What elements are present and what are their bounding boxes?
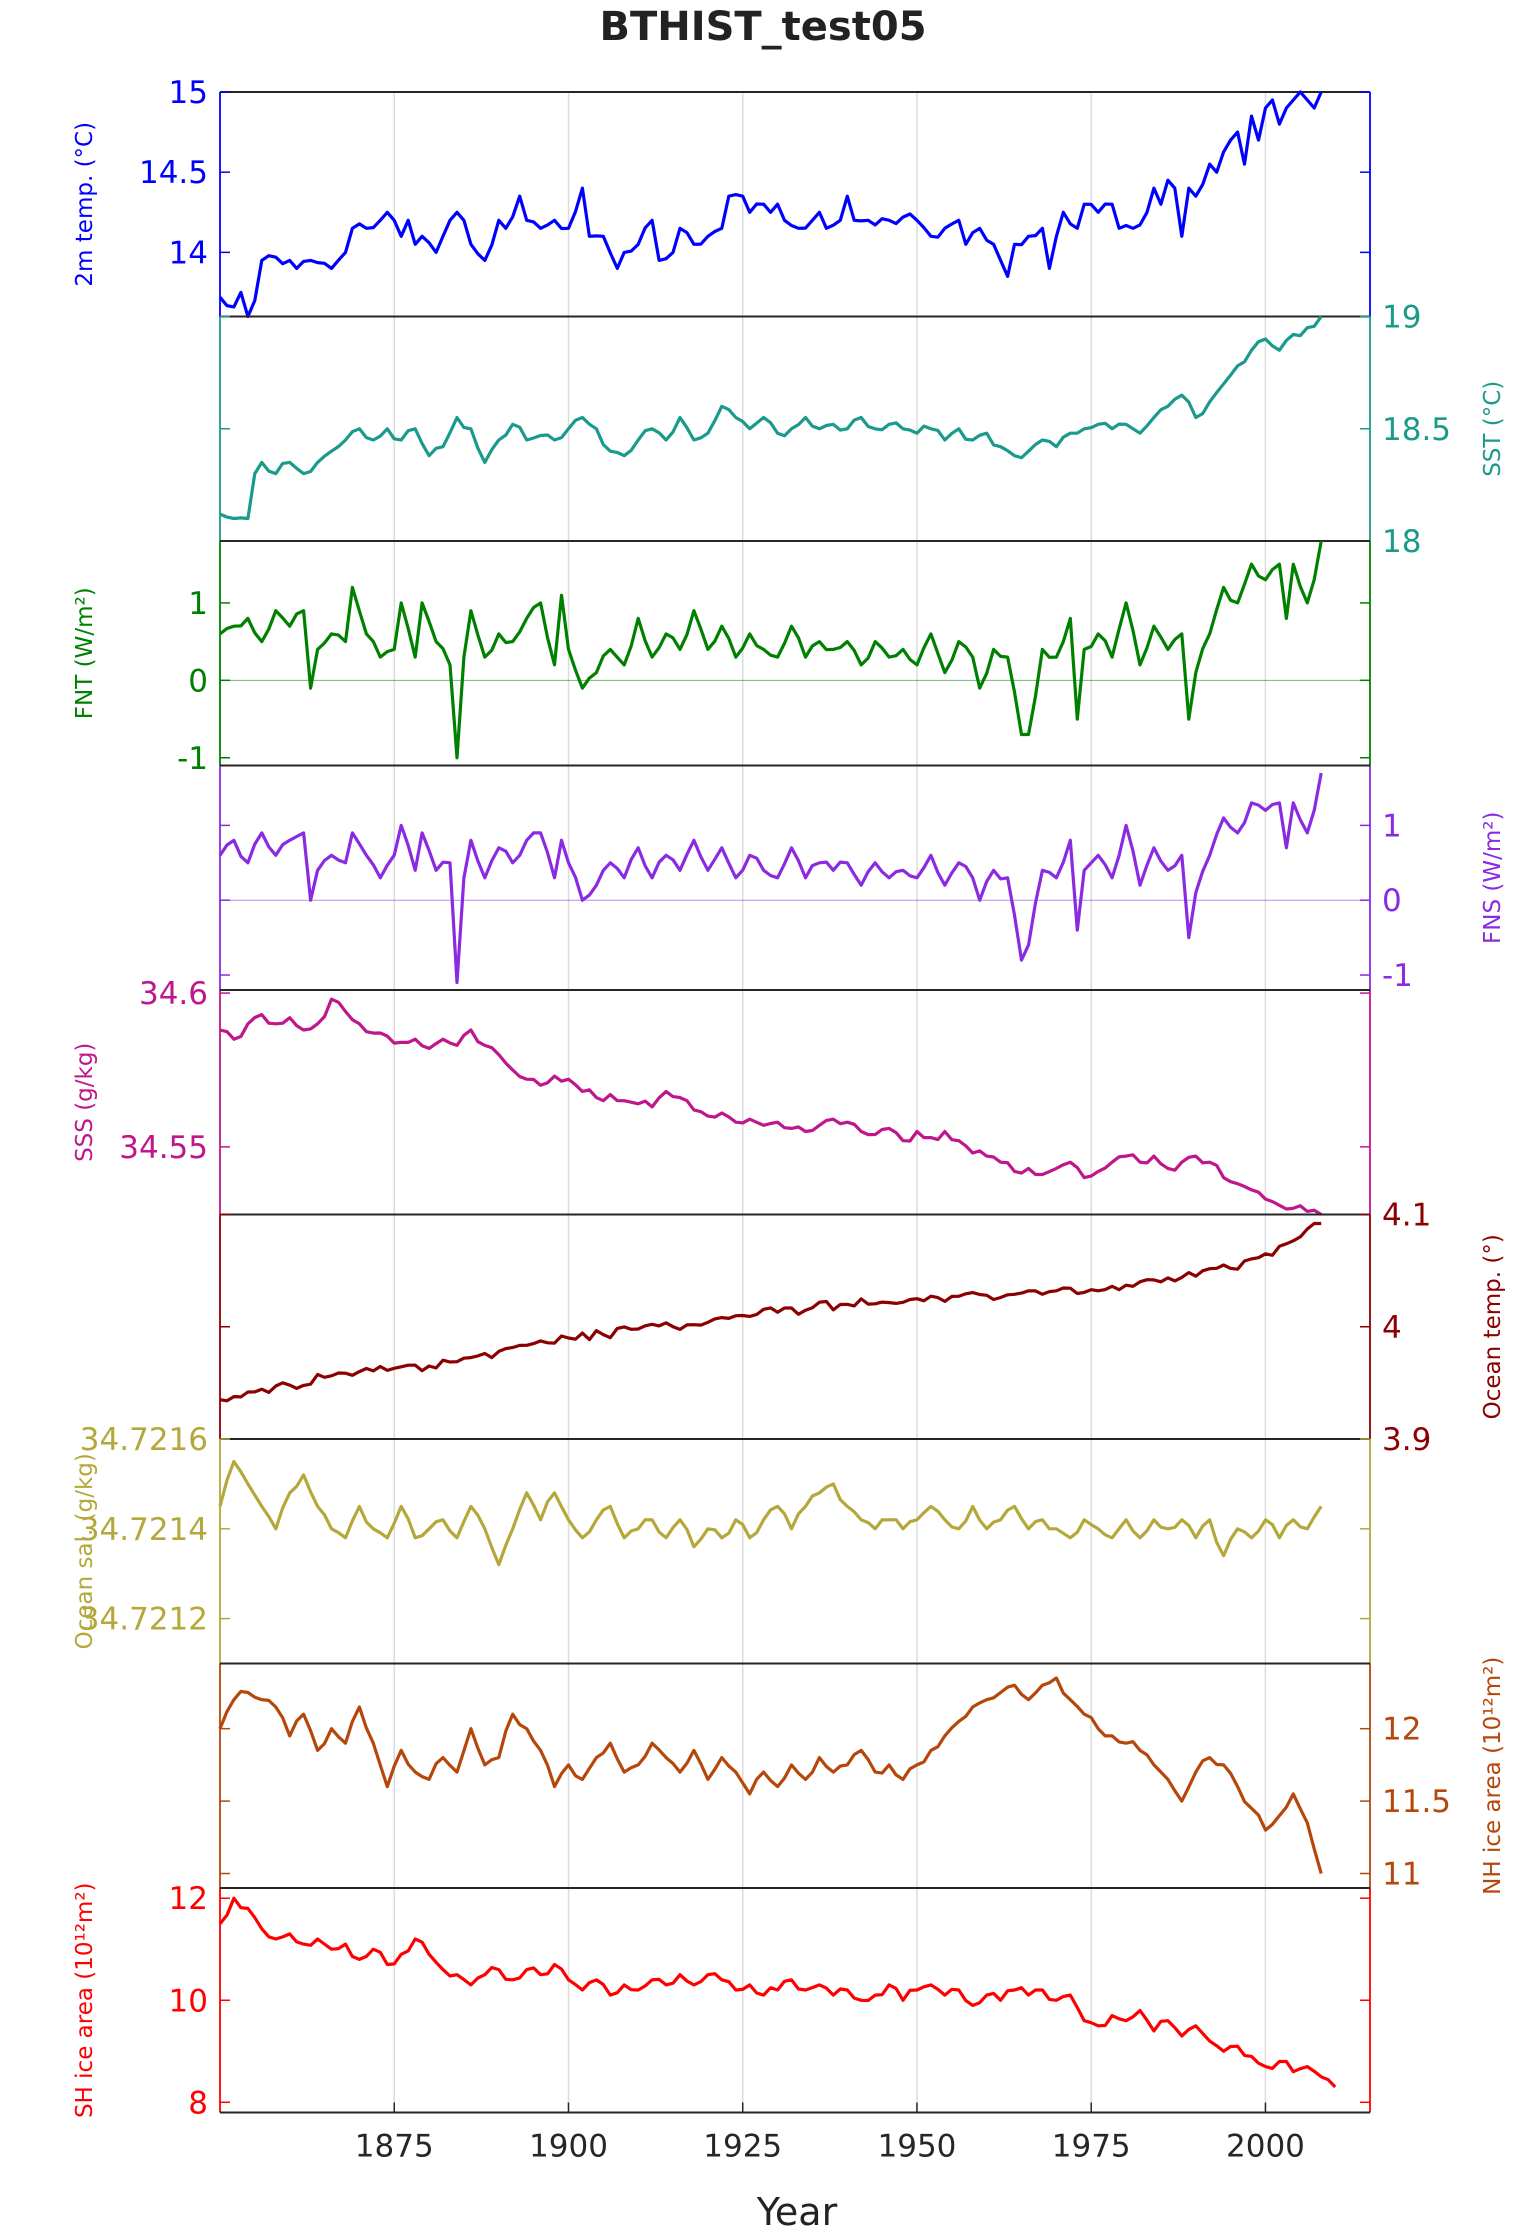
y-tick-label: 18: [1382, 524, 1421, 560]
y-tick-label: 14.5: [139, 155, 208, 191]
y-tick-label: 11.5: [1382, 1784, 1451, 1820]
y-tick-label: 34.6: [139, 976, 208, 1012]
x-tick-label: 1875: [355, 2129, 434, 2165]
y-axis-label: SSS (g/kg): [72, 1043, 98, 1162]
x-axis-label: Year: [756, 2190, 838, 2231]
y-tick-label: 14: [169, 235, 208, 271]
panel-sss: 34.55 34.6 SSS (g/kg): [72, 976, 1371, 1216]
y-axis-label: SH ice area (10¹²m²): [72, 1882, 98, 2118]
y-tick-label: 34.7212: [80, 1602, 208, 1638]
x-tick-label: 1925: [703, 2129, 782, 2165]
y-tick-label: 12: [1382, 1712, 1421, 1748]
y-tick-label: 0: [188, 663, 208, 699]
y-tick-label: -1: [1382, 958, 1413, 994]
y-tick-label: 18.5: [1382, 412, 1451, 448]
y-tick-label: 1: [188, 586, 208, 622]
y-tick-label: 34.55: [119, 1130, 208, 1166]
series-line: [218, 1676, 1323, 1874]
x-tick-label: 1975: [1052, 2129, 1131, 2165]
y-tick-label: 1: [1382, 808, 1402, 844]
y-axis-label: Ocean temp. (°): [1480, 1234, 1506, 1419]
y-axis-label: SST (°C): [1480, 381, 1506, 477]
series-line: [218, 1896, 1337, 2089]
series-line: [219, 315, 1323, 521]
series-line: [219, 997, 1323, 1216]
y-axis-label: Ocean sal. (g/kg): [72, 1453, 98, 1649]
series-line: [218, 1459, 1323, 1567]
series-line: [218, 772, 1323, 985]
series-line: [219, 540, 1323, 760]
y-tick-label: 19: [1382, 300, 1421, 336]
y-tick-label: 0: [1382, 883, 1402, 919]
y-tick-label: 4: [1382, 1310, 1402, 1346]
figure-title: BTHIST_test05: [599, 4, 926, 50]
x-tick-label: 1950: [878, 2129, 957, 2165]
y-tick-label: 12: [169, 1881, 208, 1917]
panel-sh-ice-area: 8 10 12 SH ice area (10¹²m²): [72, 1881, 1371, 2121]
y-tick-label: 15: [169, 75, 208, 111]
y-axis-label: FNT (W/m²): [72, 587, 98, 719]
x-tick-label: 2000: [1226, 2129, 1305, 2165]
y-tick-label: -1: [177, 741, 208, 777]
series-line: [219, 1221, 1322, 1403]
x-tick-label: 1900: [529, 2129, 608, 2165]
y-tick-label: 34.7214: [80, 1512, 208, 1548]
y-tick-label: 10: [169, 1983, 208, 2019]
y-tick-label: 11: [1382, 1857, 1421, 1893]
y-tick-label: 34.7216: [80, 1422, 208, 1458]
series-line: [218, 90, 1323, 319]
y-tick-label: 8: [188, 2085, 208, 2121]
x-axis: 1875 1900 1925 1950 1975 2000: [355, 2102, 1305, 2165]
y-axis-label: FNS (W/m²): [1480, 812, 1506, 944]
y-axis-label: NH ice area (10¹²m²): [1480, 1657, 1506, 1895]
y-tick-label: 3.9: [1382, 1422, 1431, 1458]
y-axis-label: 2m temp. (°C): [72, 122, 98, 287]
y-tick-label: 4.1: [1382, 1198, 1431, 1234]
